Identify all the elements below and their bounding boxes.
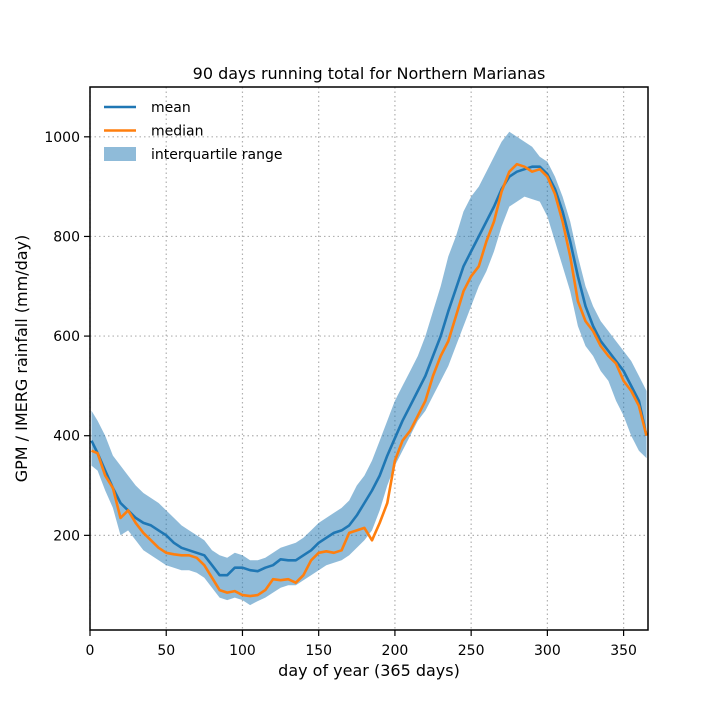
legend-swatch-band [104,147,136,161]
y-tick-label: 600 [53,329,80,345]
x-tick-label: 300 [534,643,561,659]
series-line-mean [90,165,648,577]
ticks: 0 50 100 150 200 250 300 350 200 400 600 800 1000 [44,130,637,659]
y-tick-label: 200 [53,528,80,544]
x-tick-label: 100 [229,643,256,659]
x-tick-label: 50 [157,643,175,659]
y-tick-label: 800 [53,229,80,245]
x-axis-label: day of year (365 days) [278,661,460,680]
legend-label: mean [151,100,191,116]
chart-title: 90 days running total for Northern Maria… [193,64,546,83]
legend: mean median interquartile range [104,100,283,163]
plot-area [90,131,648,606]
series-iqr-band [91,131,647,606]
y-axis-label: GPM / IMERG rainfall (mm/day) [12,235,31,483]
x-tick-label: 250 [458,643,485,659]
x-tick-label: 200 [382,643,409,659]
y-tick-label: 1000 [44,130,80,146]
y-tick-label: 400 [53,429,80,445]
axes-frame [89,86,649,631]
series-line-median [91,162,648,598]
legend-label: interquartile range [151,147,283,163]
x-tick-label: 0 [86,643,95,659]
x-tick-label: 350 [610,643,637,659]
legend-label: median [151,124,203,140]
x-tick-label: 150 [305,643,332,659]
